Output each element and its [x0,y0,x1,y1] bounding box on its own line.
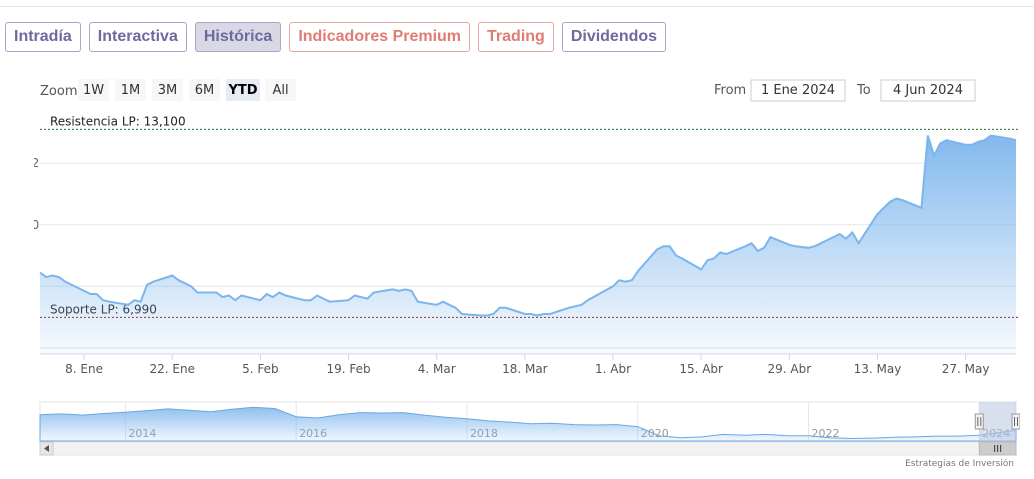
zoom-button-bg [115,79,146,101]
tab-1[interactable]: Intradía [5,22,81,52]
x-tick-label: 15. Abr [679,362,723,376]
to-date-value: 4 Jun 2024 [893,83,963,98]
zoom-button-bg [189,79,220,101]
arrow-left-icon [44,445,49,452]
zoom-button-1w[interactable]: 1W [78,79,109,101]
zoom-button-ytd[interactable]: YTD [226,79,260,101]
x-tick-label: 27. May [942,362,990,376]
x-tick-label: 22. Ene [149,362,194,376]
zoom-label: Zoom [40,84,77,99]
x-tick-label: 5. Feb [242,362,279,376]
price-area [40,135,1016,354]
range-selector: Zoom 1W 1M 3M 6M YTD All From 1 Ene 2024 To 4… [40,79,976,102]
zoom-button-bg [152,79,183,101]
zoom-button-bg [265,79,296,101]
y-axis: 681012 [24,156,39,355]
chart-credit: Estrategias de Inversión [905,458,1014,469]
top-divider [0,6,1034,7]
from-label: From [714,83,746,98]
stock-chart: Zoom 1W 1M 3M 6M YTD All From 1 Ene 2024 To 4… [24,70,1021,470]
zoom-button-label: 3M [158,83,178,98]
x-tick-label: 19. Feb [326,362,370,376]
zoom-button-label: YTD [227,83,257,98]
x-tick-label: 29. Abr [767,362,811,376]
zoom-button-label: All [272,83,288,98]
zoom-button-3m[interactable]: 3M [152,79,183,101]
navigator-area [39,406,1017,442]
zoom-button-1m[interactable]: 1M [115,79,146,101]
tab-2[interactable]: Interactiva [88,22,187,52]
to-date-input[interactable] [880,79,976,102]
tab-4[interactable]: Indicadores Premium [289,22,471,52]
zoom-button-label: 1W [83,83,104,98]
from-date-value: 1 Ene 2024 [761,83,835,98]
zoom-button-label: 1M [121,83,141,98]
scrollbar[interactable] [39,441,1017,456]
x-tick-label: 18. Mar [502,362,548,376]
scrollbar-track[interactable] [39,441,1017,456]
price-line [39,134,1017,317]
resistance-label: Resistencia LP: 13,100 [50,114,186,128]
zoom-button-label: 6M [195,83,215,98]
zoom-button-all[interactable]: All [265,79,296,101]
navigator-handle-left[interactable] [974,413,984,430]
tab-bar: Intradía Interactiva Histórica Indicadores … [5,22,667,52]
tab-5[interactable]: Trading [478,22,554,52]
navigator-handle-right[interactable] [1011,413,1021,430]
x-tick-label: 8. Ene [65,362,103,376]
tab-3[interactable]: Histórica [194,22,282,52]
tab-6[interactable]: Dividendos [561,22,667,52]
zoom-button-bg [226,79,260,101]
y-tick-label: 12 [34,156,39,170]
x-tick-label: 4. Mar [418,362,456,376]
to-label: To [856,83,871,98]
grip-icon [994,445,1002,452]
navigator-selected-window[interactable] [979,402,1016,442]
zoom-button-6m[interactable]: 6M [189,79,220,101]
y-tick-label: 10 [34,218,39,232]
x-axis: 8. Ene 22. Ene 5. Feb 19. Feb 4. Mar 18. Mar 1… [65,354,989,376]
x-tick-label: 1. Abr [595,362,631,376]
zoom-button-bg [78,79,109,101]
navigator: 201420162018202020222024 [39,401,1021,443]
from-date-input[interactable] [750,79,846,102]
x-tick-label: 13. May [854,362,902,376]
